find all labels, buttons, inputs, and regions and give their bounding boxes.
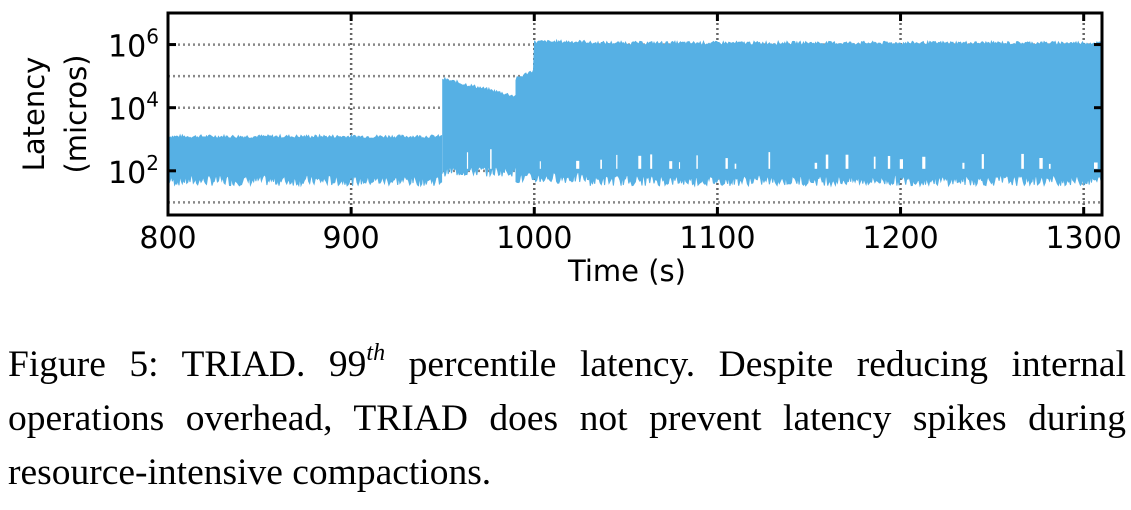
- y-axis-title-line2: (micros): [59, 54, 93, 173]
- x-axis-title: Time (s): [567, 254, 686, 288]
- latency-gap: [922, 156, 926, 169]
- x-tick-label: 1000: [496, 221, 572, 256]
- latency-gap: [814, 162, 818, 169]
- latency-gap: [466, 152, 469, 169]
- latency-band: [442, 76, 516, 178]
- latency-gap: [678, 162, 681, 169]
- latency-gap: [768, 152, 771, 169]
- latency-gap: [576, 160, 580, 169]
- latency-gap: [734, 163, 737, 169]
- latency-band: [515, 38, 589, 184]
- latency-gap: [650, 154, 653, 169]
- caption-superscript: th: [366, 340, 386, 366]
- latency-gap: [616, 154, 618, 169]
- x-tick-label: 800: [139, 221, 196, 256]
- latency-band: [167, 133, 443, 188]
- y-tick-label: 102: [108, 151, 159, 191]
- latency-gap: [899, 159, 904, 169]
- latency-chart: 800 900 1000 1100 1200 1300 102 104 106 Time (s…: [17, 11, 1122, 288]
- latency-gap: [669, 161, 673, 169]
- latency-band: [588, 39, 1102, 188]
- latency-gap: [825, 154, 829, 169]
- y-tick-label: 106: [108, 25, 159, 65]
- latency-gap: [1093, 162, 1098, 169]
- latency-gap: [962, 162, 965, 169]
- latency-gap: [725, 158, 728, 169]
- x-tick-label: 1200: [862, 221, 938, 256]
- latency-gap: [887, 155, 891, 169]
- y-axis-title-line1: Latency: [17, 57, 51, 172]
- latency-gap: [600, 159, 602, 169]
- y-tick-label: 104: [108, 88, 159, 128]
- latency-gap: [873, 156, 876, 169]
- figure-caption: Figure 5: TRIAD. 99th percentile latency…: [8, 338, 1126, 500]
- latency-gap: [539, 161, 541, 169]
- latency-gap: [638, 155, 642, 169]
- latency-gap: [490, 149, 492, 169]
- x-tick-label: 1300: [1046, 221, 1122, 256]
- latency-series: [167, 38, 1106, 188]
- x-axis-ticks: 800 900 1000 1100 1200 1300: [139, 13, 1122, 256]
- x-tick-label: 1100: [679, 221, 755, 256]
- latency-gap: [1021, 153, 1024, 169]
- latency-gap: [1039, 158, 1043, 169]
- caption-text: percentile latency. Despite reducing int…: [8, 344, 1126, 493]
- caption-prefix: Figure 5: TRIAD. 99: [8, 344, 367, 385]
- latency-gap: [696, 155, 698, 169]
- x-tick-label: 900: [323, 221, 380, 256]
- plot-frame: [166, 11, 1104, 217]
- latency-gap: [1048, 163, 1051, 169]
- latency-gap: [845, 154, 849, 169]
- y-axis-ticks: 102 104 106: [108, 25, 1102, 191]
- latency-gap: [981, 154, 984, 169]
